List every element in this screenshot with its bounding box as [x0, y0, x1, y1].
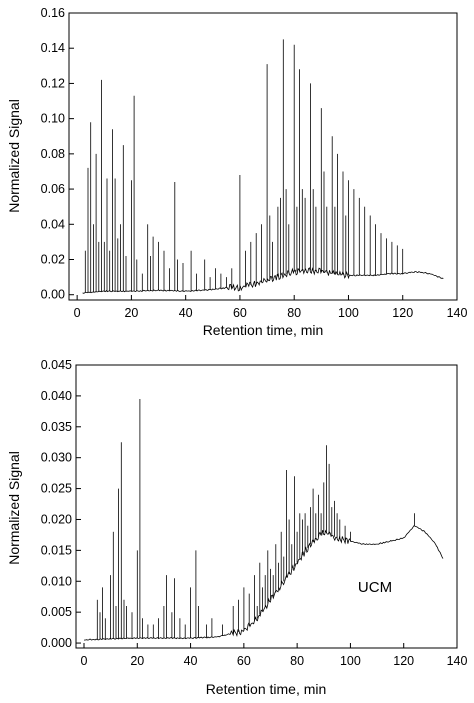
- chart-bottom-ticks: 0 20 40 60 80 100 120 140 0.000 0.005 0.010 0.015 0.…: [41, 358, 468, 668]
- chart-top-y-tick-label: 0.02: [41, 253, 65, 267]
- chart-bottom-y-tick-label: 0.015: [41, 543, 72, 557]
- chart-top-xlabel: Retention time, min: [203, 322, 324, 338]
- chart-bottom-y-tick-label: 0.035: [41, 420, 72, 434]
- chart-top-y-tick-label: 0.00: [41, 288, 65, 302]
- chart-bottom-x-tick-label: 80: [290, 654, 304, 668]
- chart-bottom-signal: [83, 399, 444, 641]
- chart-top-signal: [82, 39, 444, 294]
- chart-bottom-y-tick-label: 0.005: [41, 605, 72, 619]
- chart-top-y-tick-label: 0.06: [41, 182, 65, 196]
- chart-bottom-x-tick-label: 40: [184, 654, 198, 668]
- chart-bottom-plot-frame: [75, 364, 458, 649]
- chart-top-x-tick-label: 20: [124, 306, 138, 320]
- chart-top-x-tick-label: 80: [287, 306, 301, 320]
- chart-top-y-tick-label: 0.12: [41, 76, 65, 90]
- chart-bottom-y-tick-label: 0.020: [41, 512, 72, 526]
- chart-top-ylabel: Normalized Signal: [6, 99, 22, 213]
- chart-top-y-tick-label: 0.10: [41, 112, 65, 126]
- chart-top-baseline-trace: [82, 267, 444, 294]
- chart-bottom-y-tick-label: 0.040: [41, 389, 72, 403]
- chart-bottom: 0 20 40 60 80 100 120 140 0.000 0.005 0.010 0.015 0.…: [6, 358, 467, 697]
- chart-bottom-xlabel: Retention time, min: [206, 681, 327, 697]
- chart-top-y-tick-label: 0.16: [41, 6, 65, 20]
- chart-bottom-y-tick-label: 0.010: [41, 574, 72, 588]
- chart-top-x-tick-label: 120: [392, 306, 413, 320]
- chart-top-x-tick-label: 100: [338, 306, 359, 320]
- chart-bottom-x-tick-label: 100: [340, 654, 361, 668]
- chart-top-y-tick-label: 0.08: [41, 147, 65, 161]
- chart-bottom-y-tick-label: 0.000: [41, 636, 72, 650]
- chart-bottom-baseline-trace: [83, 525, 444, 641]
- chart-top-x-tick-label: 60: [233, 306, 247, 320]
- chart-bottom-x-tick-label: 60: [237, 654, 251, 668]
- chart-top-plot-frame: [68, 12, 458, 301]
- chart-bottom-x-tick-label: 0: [81, 654, 88, 668]
- chart-bottom-y-tick-label: 0.030: [41, 451, 72, 465]
- chart-top-x-tick-label: 140: [447, 306, 468, 320]
- chart-top-y-tick-label: 0.14: [41, 41, 65, 55]
- chart-top-y-tick-label: 0.04: [41, 217, 65, 231]
- chart-bottom-ylabel: Normalized Signal: [6, 451, 22, 565]
- chart-bottom-x-tick-label: 120: [393, 654, 414, 668]
- chart-bottom-annotation-ucm: UCM: [358, 579, 392, 596]
- chart-top-ticks: 0 20 40 60 80 100 120 140 0.00 0.02 0.04 0.06 0.08 0.…: [41, 6, 468, 320]
- chart-bottom-y-tick-label: 0.045: [41, 358, 72, 372]
- chart-top-x-tick-label: 0: [74, 306, 81, 320]
- chart-top-x-tick-label: 40: [179, 306, 193, 320]
- chart-top: 0 20 40 60 80 100 120 140 0.00 0.02 0.04 0.06 0.08 0.…: [6, 6, 467, 338]
- chart-bottom-x-tick-label: 140: [447, 654, 468, 668]
- chart-bottom-x-tick-label: 20: [130, 654, 144, 668]
- chart-bottom-y-tick-label: 0.025: [41, 482, 72, 496]
